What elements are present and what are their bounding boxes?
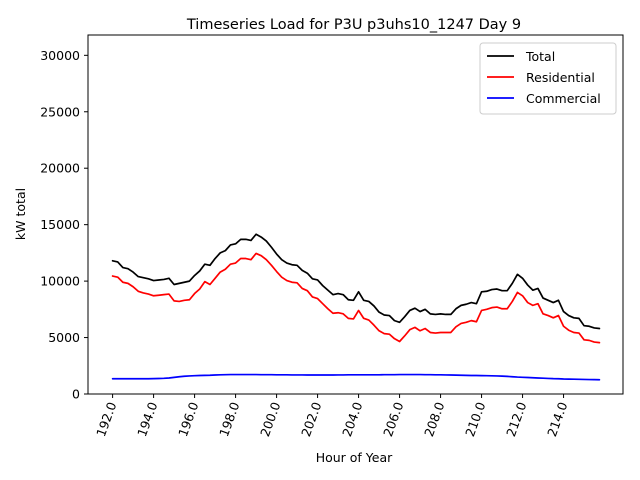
x-axis-label: Hour of Year: [316, 450, 393, 465]
y-tick-label: 10000: [40, 274, 80, 289]
chart-title: Timeseries Load for P3U p3uhs10_1247 Day…: [186, 17, 521, 33]
series-layer: [111, 233, 601, 381]
y-tick-label: 15000: [40, 217, 80, 232]
series-line-total: [111, 233, 601, 330]
y-tick-label: 25000: [40, 104, 80, 119]
legend-label-residential: Residential: [526, 70, 595, 85]
legend-label-commercial: Commercial: [526, 91, 601, 106]
legend-box: [479, 42, 617, 115]
plot-area-frame: [87, 34, 624, 395]
series-line-commercial: [111, 373, 601, 381]
y-tick-label: 20000: [40, 161, 80, 176]
y-axis-ticks: 0 5000 10000 15000 20000 25000 30000: [40, 48, 88, 402]
y-axis-label: kW total: [13, 188, 28, 240]
y-tick-label: 5000: [48, 330, 80, 345]
y-tick-label: 0: [72, 387, 80, 402]
legend-label-total: Total: [525, 49, 555, 64]
legend: Total Residential Commercial: [479, 42, 617, 115]
y-tick-label: 30000: [40, 48, 80, 63]
series-line-residential: [111, 252, 601, 344]
